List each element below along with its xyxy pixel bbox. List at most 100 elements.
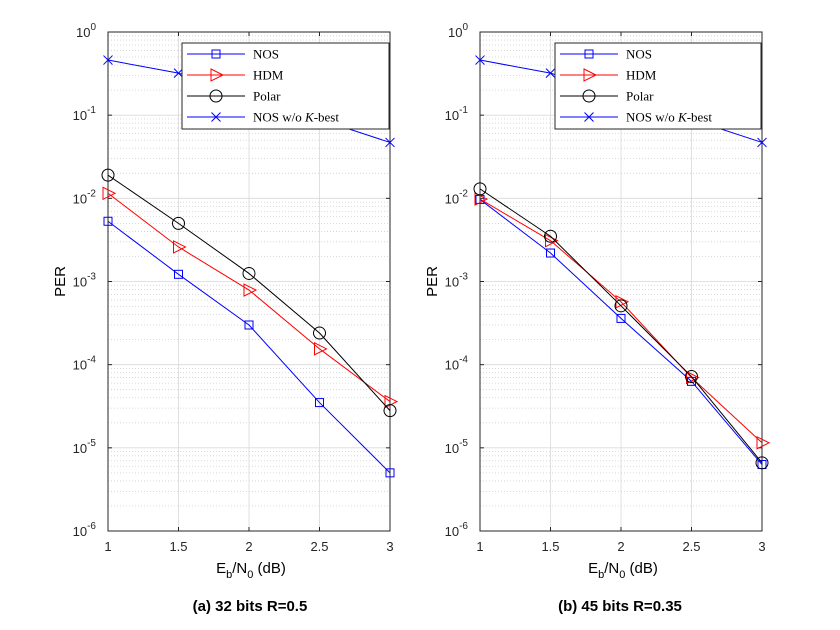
legend-entry: NOS w/o K-best — [187, 110, 339, 125]
x-tick-label: 3 — [386, 539, 393, 554]
series-hdm — [102, 186, 399, 409]
y-tick-label: 10-5 — [73, 438, 97, 456]
y-tick-label: 10-1 — [73, 105, 97, 123]
y-tick-label: 10-5 — [445, 438, 469, 456]
data-point — [755, 456, 769, 470]
data-point — [475, 55, 485, 65]
legend: NOS HDM Polar NOS w/o K-best — [554, 42, 762, 130]
data-point — [685, 370, 698, 384]
data-point — [473, 182, 487, 196]
x-tick-label: 2.5 — [310, 539, 328, 554]
y-tick-label: 10-3 — [73, 272, 97, 290]
series-line — [479, 188, 763, 464]
data-point — [385, 137, 395, 148]
series-line — [479, 199, 763, 465]
legend-label: Polar — [626, 89, 654, 104]
y-tick-label: 10-2 — [445, 188, 469, 206]
data-point — [101, 168, 115, 182]
legend-label: NOS — [626, 47, 652, 62]
series-line — [107, 174, 391, 411]
data-point — [102, 186, 117, 201]
y-tick-label: 10-2 — [73, 188, 97, 206]
legend-entry: NOS w/o K-best — [560, 110, 712, 125]
legend-marker — [584, 49, 594, 59]
legend-entry: HDM — [187, 68, 284, 83]
panel-caption: (b) 45 bits R=0.35 — [558, 598, 682, 615]
series-line — [107, 220, 391, 474]
series-line — [107, 192, 391, 402]
data-point — [103, 216, 113, 226]
legend-marker — [210, 68, 225, 82]
data-point — [686, 370, 700, 385]
x-tick-label: 1.5 — [541, 539, 559, 554]
y-axis-label: PER — [424, 266, 441, 297]
x-axis-label: Eb/N0 (dB) — [216, 560, 286, 581]
x-tick-label: 2.5 — [682, 539, 700, 554]
data-point — [757, 137, 767, 148]
legend-marker — [209, 89, 223, 103]
ticks — [107, 31, 391, 532]
data-point — [174, 269, 183, 279]
legend-entry: NOS — [187, 47, 279, 62]
y-axis-label: PER — [52, 266, 69, 297]
legend-marker — [584, 112, 594, 122]
x-tick-label: 1.5 — [169, 539, 187, 554]
legend-box — [181, 42, 390, 130]
x-tick-label: 3 — [758, 539, 765, 554]
data-point — [756, 435, 771, 450]
y-tick-label: 10-3 — [445, 272, 469, 290]
legend-entry: Polar — [560, 89, 654, 104]
y-tick-label: 10-6 — [445, 521, 469, 539]
data-point — [385, 468, 395, 478]
data-point — [173, 240, 187, 254]
x-tick-label: 2 — [617, 539, 624, 554]
series-line — [479, 198, 763, 444]
legend: NOS HDM Polar NOS w/o K-best — [181, 42, 390, 130]
legend-marker — [211, 112, 221, 122]
data-point — [313, 326, 326, 340]
legend-entry: Polar — [187, 89, 281, 104]
y-tick-label: 100 — [448, 22, 468, 40]
legend-label: NOS w/o K-best — [626, 110, 712, 125]
data-point — [172, 216, 185, 230]
legend-entry: HDM — [560, 68, 657, 83]
data-point — [474, 192, 489, 206]
series-nos — [103, 216, 395, 478]
y-tick-label: 10-4 — [73, 355, 97, 373]
legend-label: Polar — [253, 89, 281, 104]
y-tick-label: 10-1 — [445, 105, 469, 123]
data-point — [243, 283, 258, 297]
panel-caption: (a) 32 bits R=0.5 — [193, 598, 308, 615]
data-point — [616, 313, 626, 323]
data-point — [546, 248, 555, 258]
y-tick-label: 10-4 — [445, 355, 469, 373]
y-tick-label: 100 — [76, 22, 96, 40]
data-point — [103, 55, 113, 65]
series-polar — [473, 182, 769, 470]
x-tick-label: 1 — [104, 539, 111, 554]
legend-box — [554, 42, 762, 130]
x-axis-label: Eb/N0 (dB) — [588, 560, 658, 581]
legend-marker — [583, 68, 598, 82]
data-point — [614, 299, 628, 313]
legend-label: HDM — [626, 68, 657, 83]
data-point — [545, 68, 556, 79]
legend-label: HDM — [253, 68, 284, 83]
legend-label: NOS — [253, 47, 279, 62]
legend-entry: NOS — [560, 47, 652, 62]
data-point — [315, 398, 324, 408]
chart-panel-b: 1 1.5 2 2.5 3 100 10-1 10-2 10-3 10-4 10-5 10-6 PER E… — [424, 22, 771, 615]
data-point — [383, 404, 397, 418]
x-tick-label: 2 — [245, 539, 252, 554]
legend-label: NOS w/o K-best — [253, 110, 339, 125]
chart-panel-a: 1 1.5 2 2.5 3 100 10-1 10-2 10-3 10-4 10-5 10-6 PER E… — [52, 22, 399, 615]
data-point — [244, 320, 254, 330]
data-point — [314, 342, 328, 356]
y-tick-label: 10-6 — [73, 521, 97, 539]
series-polar — [101, 168, 397, 418]
x-tick-label: 1 — [476, 539, 483, 554]
legend-marker — [582, 89, 596, 103]
legend-marker — [211, 49, 221, 59]
data-point — [242, 266, 256, 280]
